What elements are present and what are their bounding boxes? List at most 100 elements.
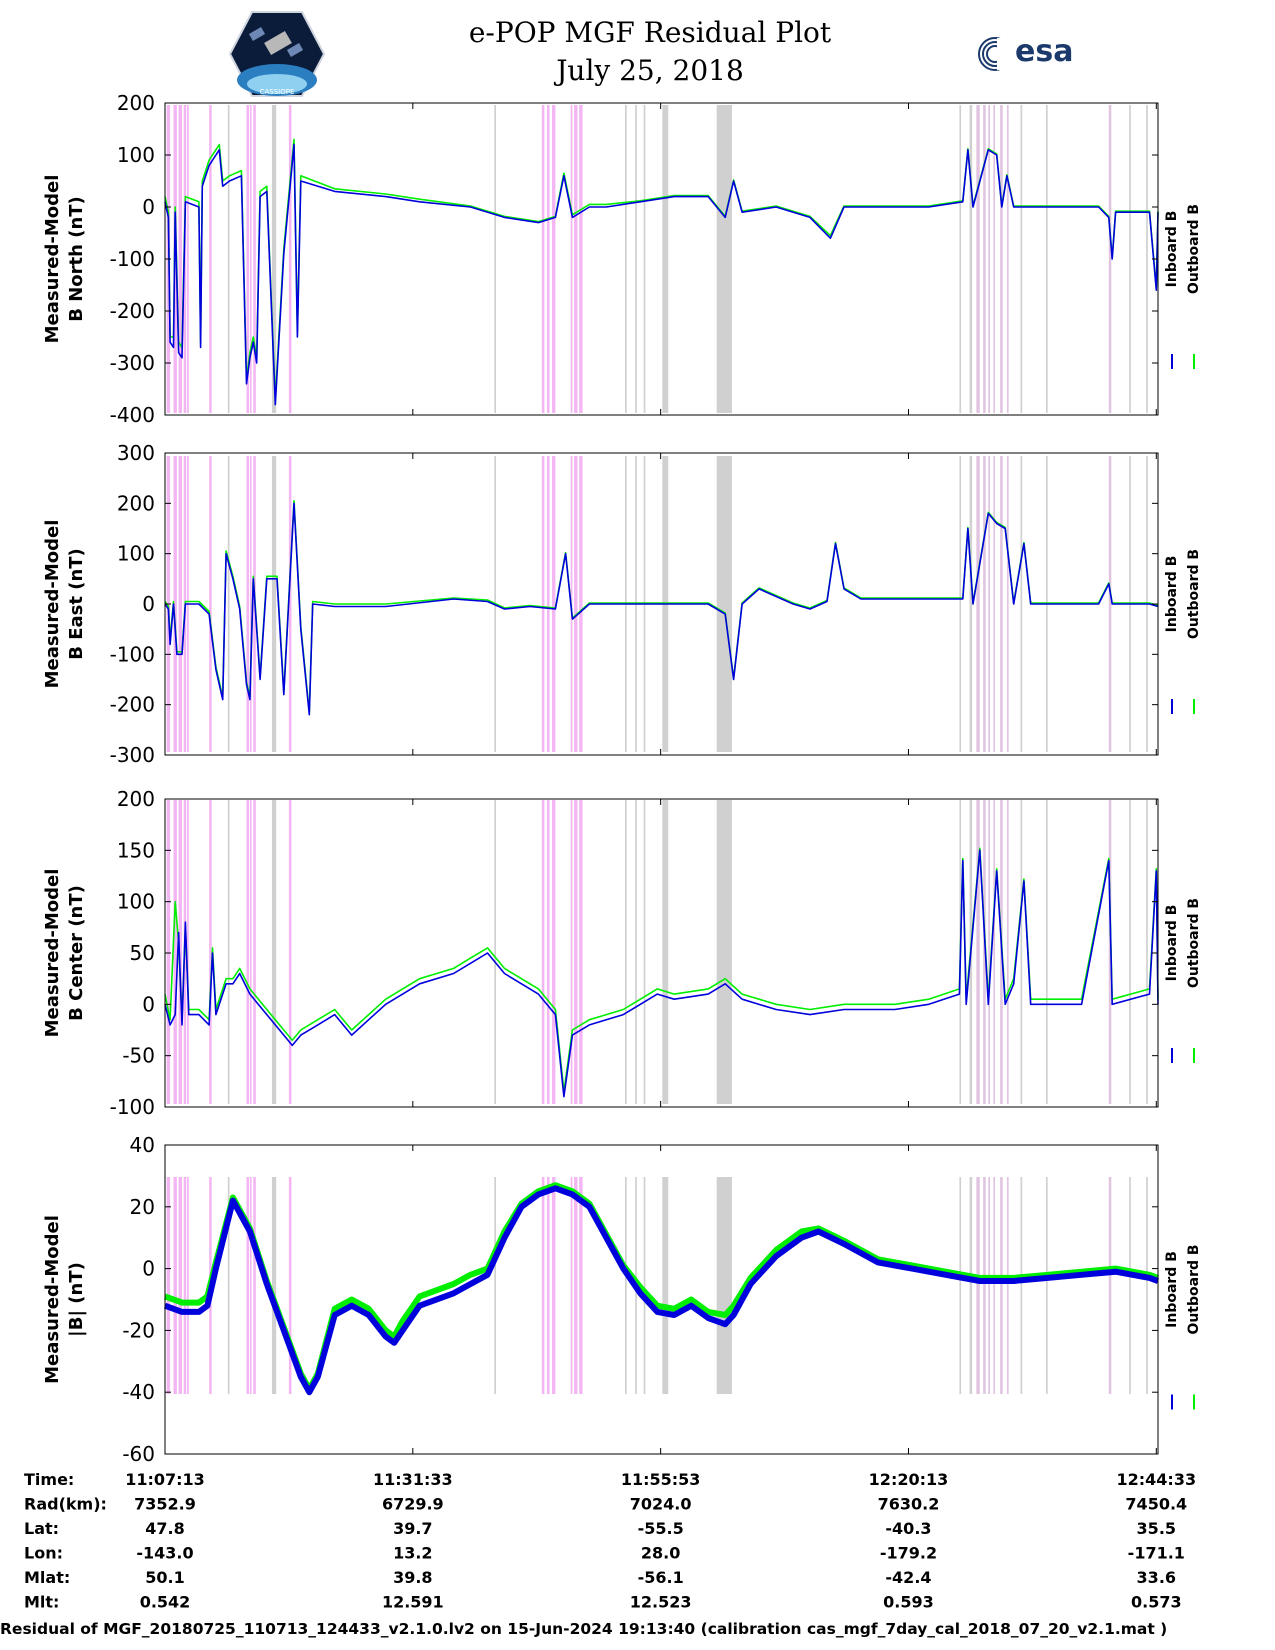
shaded-interval: [969, 1177, 973, 1394]
table-cell: -143.0: [136, 1544, 193, 1563]
shaded-interval: [662, 800, 669, 1104]
legend: Inboard B Outboard B: [1164, 549, 1202, 714]
outboard-series-line: [164, 847, 1159, 1093]
y-tick-label: 20: [130, 1195, 155, 1219]
y-tick-label: -60: [122, 1442, 155, 1466]
table-row-label: Time:: [24, 1470, 74, 1489]
shaded-interval: [166, 1177, 171, 1394]
table-row-label: Lat:: [24, 1519, 59, 1538]
shaded-interval: [1108, 456, 1112, 752]
plot-frame: [164, 1144, 1159, 1455]
legend-label-outboard: Outboard B: [1186, 898, 1202, 988]
chart-date: July 25, 2018: [556, 54, 744, 87]
shaded-interval: [983, 1177, 986, 1394]
y-tick-label: 200: [117, 491, 155, 515]
shaded-interval: [271, 105, 277, 413]
panel-east: 300 200 100 0 -100 -200 -300 Measured-Model B Ea…: [42, 441, 1202, 767]
table-cell: -42.4: [885, 1568, 931, 1587]
shaded-interval: [1129, 800, 1131, 1104]
table-cell: 50.1: [145, 1568, 184, 1587]
shaded-interval: [1020, 456, 1023, 752]
shaded-interval: [643, 105, 646, 413]
y-tick-label: 0: [142, 592, 155, 616]
table-cell: 12.523: [630, 1593, 692, 1612]
shaded-interval: [716, 1177, 732, 1394]
shaded-interval: [494, 800, 496, 1104]
table-cell: -56.1: [638, 1568, 684, 1587]
y-tick-label: -300: [110, 743, 155, 767]
table-cell: 33.6: [1137, 1568, 1176, 1587]
shaded-interval: [716, 105, 732, 413]
shaded-interval: [1020, 1177, 1023, 1394]
shaded-interval: [570, 800, 573, 1104]
table-cell: 0.542: [140, 1593, 191, 1612]
outboard-series-line: [164, 500, 1159, 713]
shaded-interval: [1129, 105, 1131, 413]
shaded-interval: [288, 800, 292, 1104]
cassiope-mission-logo: CASSIOPE: [228, 10, 326, 98]
table-cell: -55.5: [638, 1519, 684, 1538]
shaded-interval: [271, 456, 277, 752]
y-axis-label: B Center (nT): [66, 885, 87, 1021]
shaded-interval: [716, 800, 732, 1104]
shaded-interval: [976, 456, 980, 752]
legend-label-outboard: Outboard B: [1186, 204, 1202, 294]
shaded-interval: [552, 456, 556, 752]
table-cell: 7024.0: [630, 1495, 692, 1514]
table-cell: 47.8: [145, 1519, 184, 1538]
shaded-interval: [249, 456, 252, 752]
y-tick-label: 0: [142, 1257, 155, 1281]
shaded-interval: [993, 800, 996, 1104]
shaded-interval: [494, 105, 496, 413]
shaded-interval: [1108, 105, 1112, 413]
shaded-interval: [959, 1177, 962, 1394]
table-cell: 6729.9: [382, 1495, 444, 1514]
table-cell: 11:31:33: [373, 1470, 453, 1489]
shaded-interval: [173, 800, 177, 1104]
y-tick-label: -40: [122, 1380, 155, 1404]
shaded-interval: [227, 105, 230, 413]
legend-label-inboard: Inboard B: [1164, 905, 1180, 982]
table-cell: 28.0: [641, 1544, 680, 1563]
y-tick-label: 200: [117, 787, 155, 811]
shaded-interval: [271, 1177, 277, 1394]
shaded-interval: [249, 1177, 252, 1394]
footer-note: Residual of MGF_20180725_110713_124433_v…: [0, 1620, 1168, 1638]
shaded-interval: [253, 800, 256, 1104]
shaded-interval: [173, 1177, 177, 1394]
shaded-interval: [541, 456, 545, 752]
outboard-series-line: [163, 1182, 1160, 1393]
shaded-interval: [1020, 800, 1023, 1104]
shaded-interval: [1045, 105, 1048, 413]
shaded-interval: [1146, 1177, 1148, 1394]
shaded-interval: [635, 105, 637, 413]
logo-caption: CASSIOPE: [260, 88, 295, 96]
y-tick-label: -200: [110, 693, 155, 717]
table-cell: -171.1: [1128, 1544, 1185, 1563]
y-axis-label: B East (nT): [66, 548, 87, 660]
table-cell: 12:20:13: [869, 1470, 949, 1489]
shaded-interval: [1006, 105, 1009, 413]
shaded-interval: [574, 800, 578, 1104]
shaded-interval: [643, 1177, 646, 1394]
shaded-interval: [552, 1177, 556, 1394]
shaded-interval: [227, 800, 230, 1104]
shaded-interval: [227, 456, 230, 752]
y-tick-label: 100: [117, 890, 155, 914]
inboard-series-line: [164, 849, 1159, 1098]
table-cell: 0.573: [1131, 1593, 1182, 1612]
table-row-label: Lon:: [24, 1544, 63, 1563]
shaded-interval: [541, 105, 545, 413]
legend: Inboard B Outboard B: [1164, 204, 1202, 369]
y-tick-label: 0: [142, 992, 155, 1016]
shaded-interval: [1045, 1177, 1048, 1394]
legend-label-inboard: Inboard B: [1164, 1251, 1180, 1328]
shaded-interval: [976, 105, 980, 413]
shaded-interval: [246, 456, 250, 752]
shaded-interval: [209, 800, 212, 1104]
panel-total: 40 20 0 -20 -40 -60 Measured-Model |B| (nT) Inbo…: [42, 1133, 1202, 1466]
shaded-interval: [988, 105, 990, 413]
table-cell: 7352.9: [134, 1495, 196, 1514]
shaded-interval: [643, 800, 646, 1104]
shaded-interval: [546, 456, 550, 752]
